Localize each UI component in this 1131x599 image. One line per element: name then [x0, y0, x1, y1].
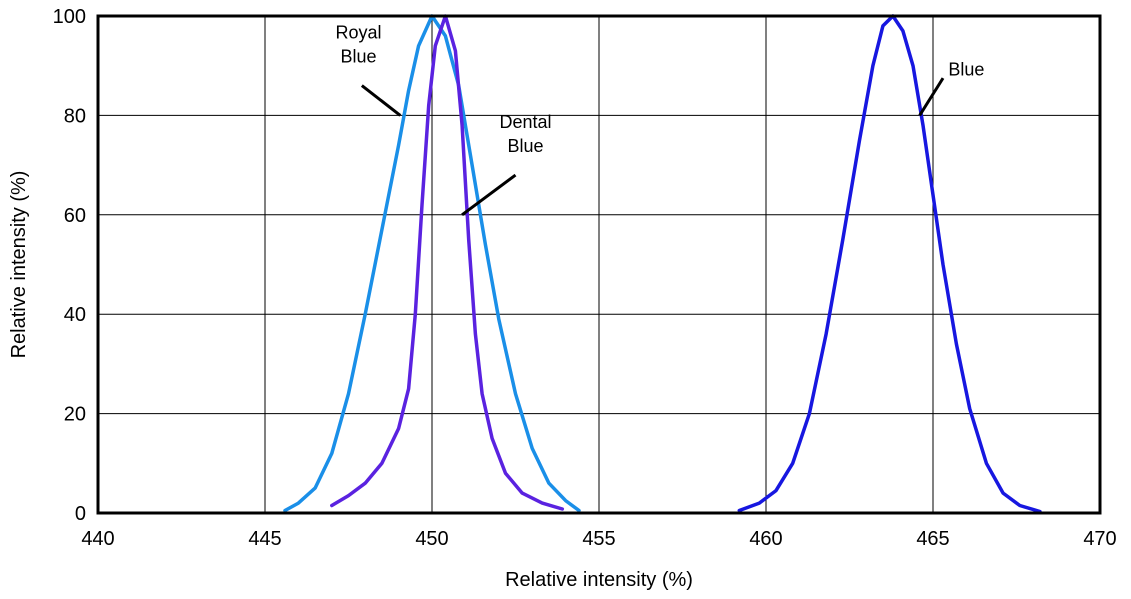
x-tick-labels: 440 445 450 455 460 465 470	[81, 528, 1116, 550]
y-tick-label: 80	[64, 105, 86, 127]
y-tick-label: 100	[53, 6, 86, 28]
annotations: Royal Blue Dental Blue Blue	[336, 22, 984, 217]
y-tick-label: 40	[64, 304, 86, 326]
x-tick-label: 455	[582, 528, 615, 550]
x-tick-label: 460	[749, 528, 782, 550]
annotation-leader-line	[918, 77, 945, 117]
plot-frame	[96, 14, 1102, 515]
y-tick-label: 20	[64, 404, 86, 426]
y-tick-labels: 0 20 40 60 80 100	[53, 6, 86, 525]
annotation-label: Blue	[948, 60, 984, 80]
annotation-leader-line	[360, 84, 402, 117]
x-tick-label: 465	[916, 528, 949, 550]
x-axis-label: Relative intensity (%)	[505, 569, 693, 591]
x-tick-label: 445	[248, 528, 281, 550]
series-lines	[283, 14, 1042, 514]
blue-line	[737, 14, 1042, 514]
x-tick-label: 440	[81, 528, 114, 550]
annotation-label: Dental	[500, 112, 552, 132]
annotation-label: Royal	[336, 22, 382, 42]
annotation-label: Blue	[508, 136, 544, 156]
y-axis-label: Relative intensity (%)	[8, 171, 30, 359]
x-tick-label: 470	[1083, 528, 1116, 550]
grid-lines	[98, 16, 1100, 513]
x-tick-label: 450	[415, 528, 448, 550]
y-tick-label: 60	[64, 205, 86, 227]
annotation-label: Blue	[341, 46, 377, 66]
y-tick-label: 0	[75, 503, 86, 525]
annotation-leader-line	[461, 173, 517, 217]
